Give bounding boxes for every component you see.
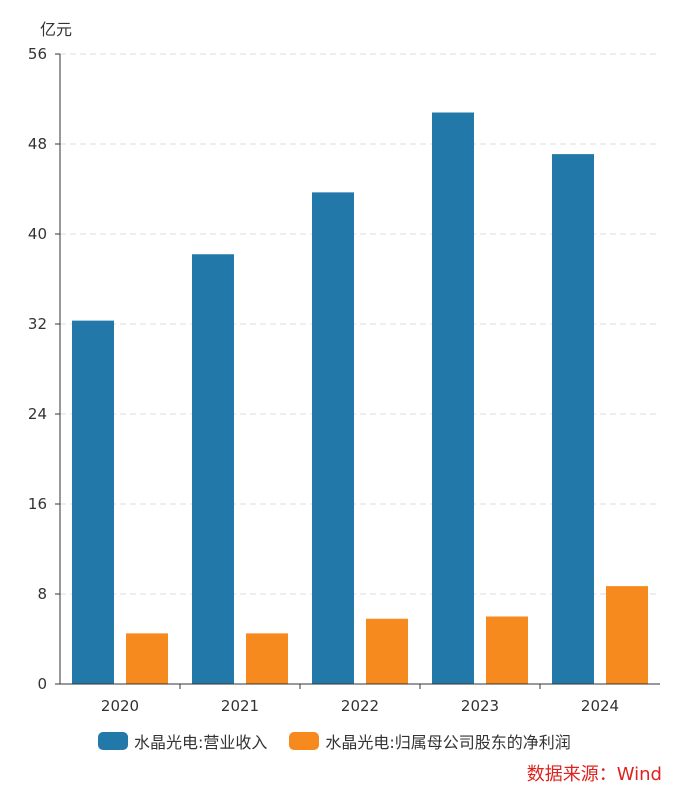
bar-revenue-2020[interactable] [72, 320, 114, 684]
legend-item-net-profit[interactable]: 水晶光电:归属母公司股东的净利润 [289, 729, 571, 753]
bar-net-profit-2024[interactable] [606, 586, 648, 684]
bar-revenue-2022[interactable] [312, 192, 354, 684]
bar-net-profit-2020[interactable] [126, 633, 168, 684]
legend-item-revenue[interactable]: 水晶光电:营业收入 [98, 729, 267, 753]
legend: 水晶光电:营业收入 水晶光电:归属母公司股东的净利润 [98, 729, 593, 753]
bar-chart: 亿元 0 8 16 24 32 40 48 56 2020 2021 2022 2023 2024 [28, 20, 660, 715]
legend-swatch-net-profit [289, 732, 320, 750]
x-tick-label: 2023 [461, 697, 499, 715]
y-tick-label: 8 [37, 585, 47, 603]
y-tick-label: 40 [28, 225, 47, 243]
data-source: 数据来源：Wind [526, 764, 662, 785]
x-tick-label: 2022 [341, 697, 379, 715]
y-tick-label: 16 [28, 495, 47, 513]
y-axis-ticks: 0 8 16 24 32 40 48 56 [28, 45, 60, 693]
bar-revenue-2024[interactable] [552, 154, 594, 684]
legend-swatch-revenue [98, 732, 128, 750]
bar-net-profit-2022[interactable] [366, 618, 408, 684]
x-tick-label: 2021 [221, 697, 259, 715]
legend-label-revenue: 水晶光电:营业收入 [134, 733, 268, 752]
bar-revenue-2023[interactable] [432, 112, 474, 685]
bars [72, 112, 648, 685]
y-tick-label: 48 [28, 135, 47, 153]
bar-net-profit-2021[interactable] [246, 633, 288, 684]
gridlines [60, 53, 660, 595]
y-axis-unit: 亿元 [40, 20, 72, 39]
y-tick-label: 56 [28, 45, 47, 63]
x-tick-label: 2020 [101, 697, 139, 715]
y-tick-label: 24 [28, 405, 47, 423]
x-axis-ticks: 2020 2021 2022 2023 2024 [101, 684, 619, 715]
bar-net-profit-2023[interactable] [486, 616, 528, 685]
legend-label-net-profit: 水晶光电:归属母公司股东的净利润 [325, 733, 571, 752]
y-tick-label: 0 [37, 675, 47, 693]
y-tick-label: 32 [28, 315, 47, 333]
bar-revenue-2021[interactable] [192, 254, 234, 684]
x-tick-label: 2024 [581, 697, 619, 715]
